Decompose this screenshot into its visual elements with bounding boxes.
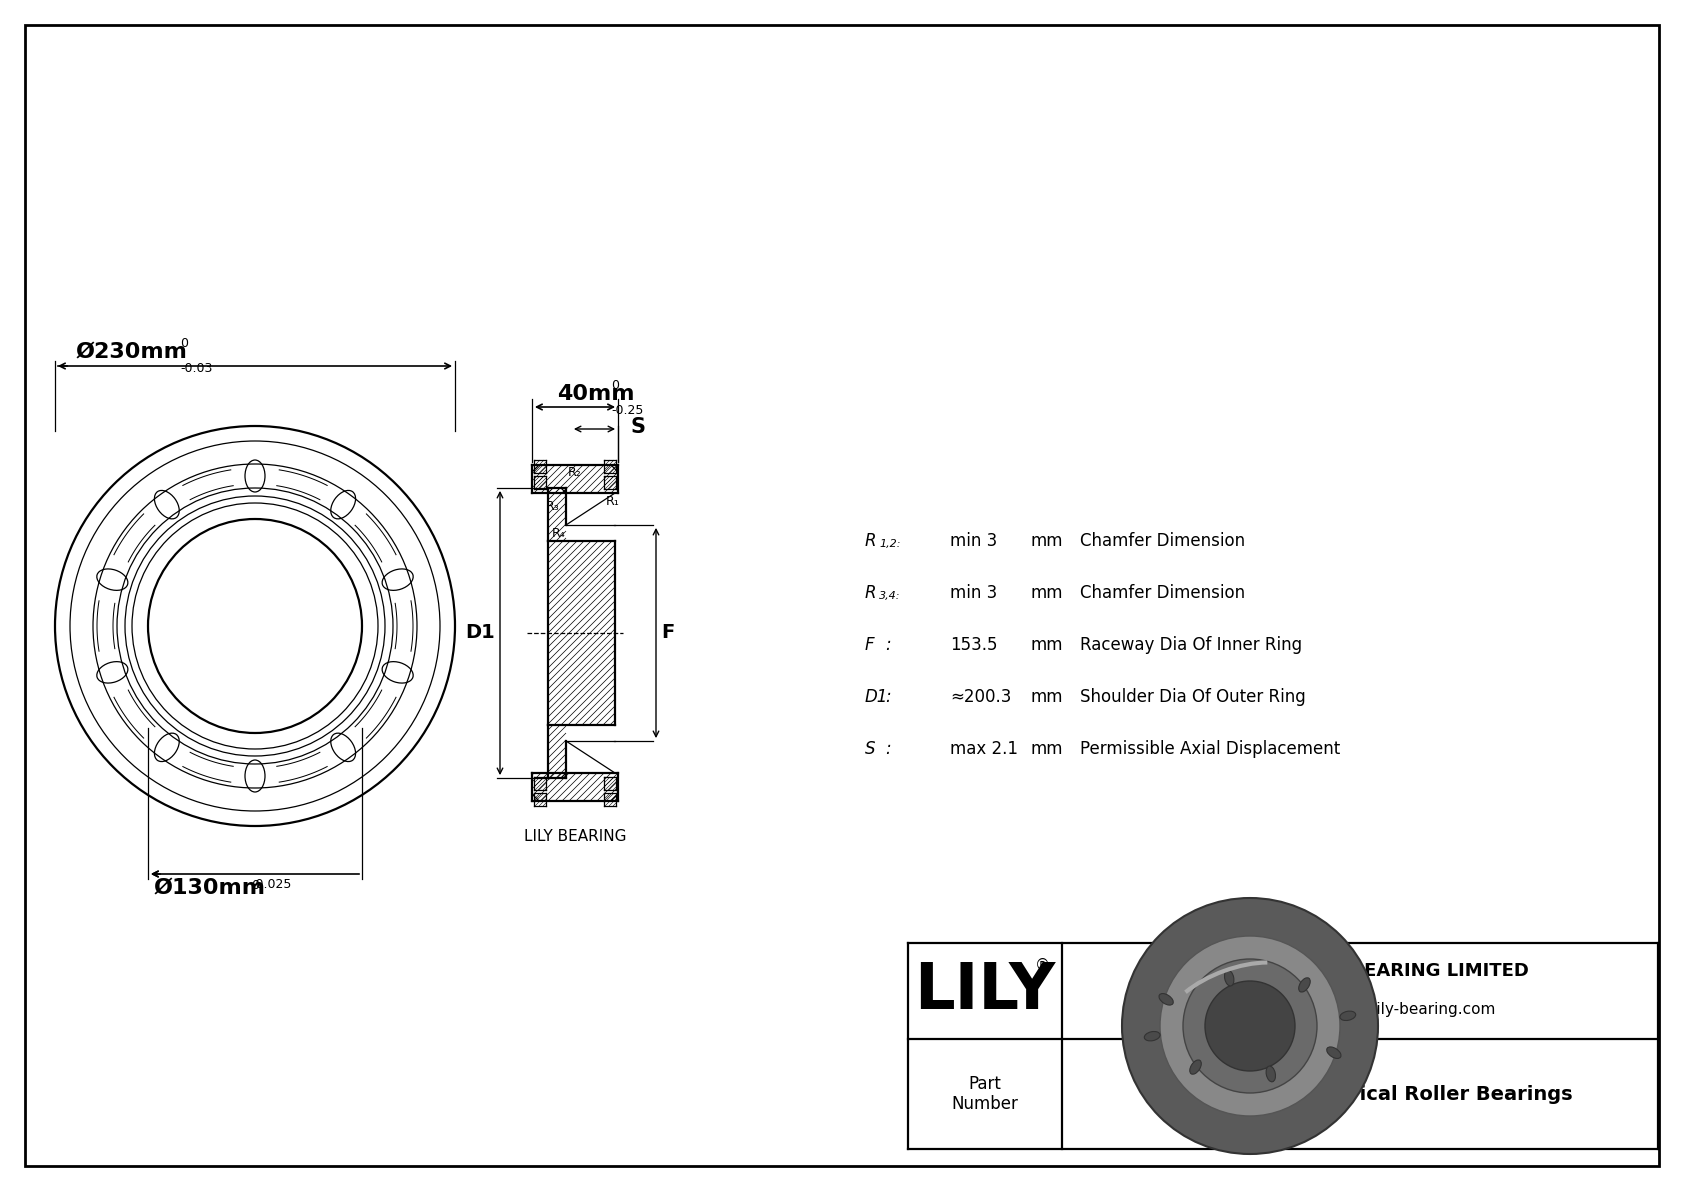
Ellipse shape [1191,1060,1201,1074]
Text: R₃: R₃ [546,500,559,513]
Text: :: : [886,688,891,706]
Text: Shoulder Dia Of Outer Ring: Shoulder Dia Of Outer Ring [1079,688,1305,706]
Text: min 3: min 3 [950,584,997,601]
Text: 1,2:: 1,2: [879,540,901,549]
Text: 153.5: 153.5 [950,636,997,654]
Text: SHANGHAI LILY BEARING LIMITED: SHANGHAI LILY BEARING LIMITED [1191,962,1529,980]
Text: max 2.1: max 2.1 [950,740,1019,757]
Ellipse shape [1145,1031,1160,1041]
Text: Raceway Dia Of Inner Ring: Raceway Dia Of Inner Ring [1079,636,1302,654]
Circle shape [1122,898,1378,1154]
Text: 0: 0 [180,337,189,350]
Circle shape [1182,959,1317,1093]
Ellipse shape [1298,978,1310,992]
Text: -0.25: -0.25 [611,404,643,417]
Text: Ø230mm: Ø230mm [76,342,187,362]
Circle shape [1206,981,1295,1071]
Text: 3,4:: 3,4: [879,591,901,601]
Text: 40mm: 40mm [557,384,635,404]
Text: mm: mm [1031,532,1063,550]
Ellipse shape [1327,1047,1340,1059]
Text: F: F [662,624,674,642]
Ellipse shape [1340,1011,1356,1021]
Text: -0.025: -0.025 [251,878,291,891]
Text: -0.03: -0.03 [180,362,212,375]
Text: Chamfer Dimension: Chamfer Dimension [1079,532,1244,550]
Text: ≈200.3: ≈200.3 [950,688,1012,706]
Text: ®: ® [1036,958,1051,973]
Text: Email: lilybearing@lily-bearing.com: Email: lilybearing@lily-bearing.com [1224,1002,1495,1017]
Text: R: R [866,532,876,550]
Text: D1: D1 [465,624,495,642]
Text: min 3: min 3 [950,532,997,550]
Text: R₁: R₁ [606,495,620,509]
Text: Chamfer Dimension: Chamfer Dimension [1079,584,1244,601]
Text: S: S [630,417,645,437]
Text: :: : [886,740,891,757]
Text: Ø130mm: Ø130mm [153,878,264,898]
Text: mm: mm [1031,740,1063,757]
Ellipse shape [1266,1066,1275,1081]
Text: S: S [866,740,876,757]
Ellipse shape [1159,993,1174,1005]
Text: D1: D1 [866,688,889,706]
Text: mm: mm [1031,688,1063,706]
Text: F: F [866,636,874,654]
Text: Permissible Axial Displacement: Permissible Axial Displacement [1079,740,1340,757]
Text: LILY BEARING: LILY BEARING [524,829,626,844]
Text: mm: mm [1031,584,1063,601]
Text: 0: 0 [251,879,259,892]
Circle shape [1160,936,1340,1116]
Text: 0: 0 [611,379,620,392]
Text: :: : [886,636,891,654]
Text: R: R [866,584,876,601]
Text: Part
Number: Part Number [951,1074,1019,1114]
Ellipse shape [1224,971,1234,986]
Text: NU 226 ECP Cylindrical Roller Bearings: NU 226 ECP Cylindrical Roller Bearings [1147,1085,1573,1104]
Text: R₂: R₂ [568,466,581,479]
Text: R₄: R₄ [552,526,566,540]
Text: mm: mm [1031,636,1063,654]
Text: LILY: LILY [914,960,1056,1022]
